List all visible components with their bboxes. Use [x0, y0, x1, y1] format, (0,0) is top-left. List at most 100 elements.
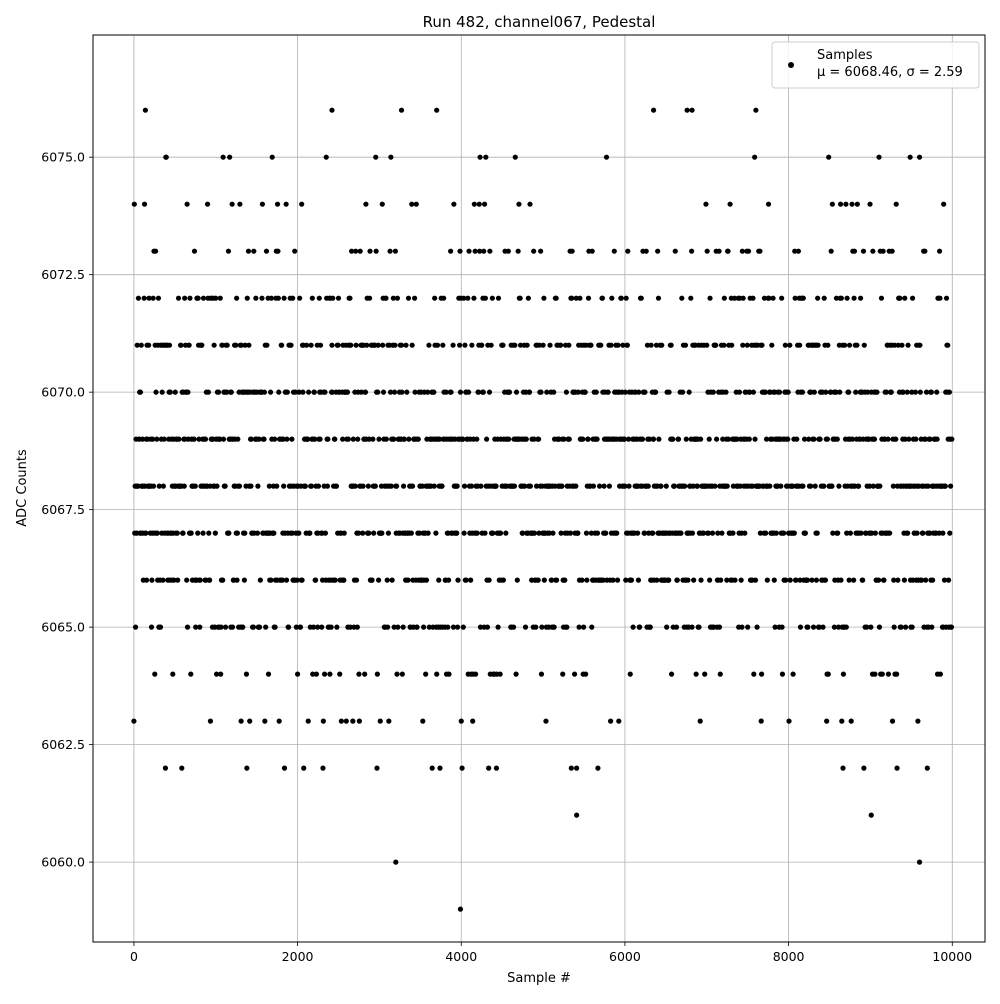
x-tick-label: 2000	[282, 949, 314, 964]
sample-point	[135, 295, 142, 301]
sample-point	[734, 436, 740, 442]
sample-point	[718, 577, 724, 583]
sample-point	[481, 248, 487, 254]
sample-point	[549, 577, 555, 583]
sample-point	[655, 248, 661, 254]
sample-point	[131, 201, 137, 207]
sample-point	[686, 389, 692, 395]
sample-point	[353, 577, 360, 583]
sample-point	[153, 248, 159, 254]
sample-point	[541, 295, 547, 301]
sample-point	[792, 295, 798, 301]
sample-point	[188, 671, 194, 677]
sample-point	[603, 530, 609, 536]
sample-point	[483, 154, 489, 160]
sample-point	[391, 436, 397, 442]
sample-point	[622, 483, 628, 489]
sample-point	[400, 483, 407, 489]
sample-point	[861, 765, 867, 771]
sample-point	[150, 295, 156, 301]
sample-point	[934, 436, 940, 442]
sample-point	[579, 577, 585, 583]
sample-point	[949, 436, 955, 442]
sample-point	[566, 342, 572, 348]
sample-point	[644, 342, 651, 348]
sample-point	[690, 483, 696, 489]
sample-point	[752, 154, 758, 160]
sample-point	[311, 389, 317, 395]
sample-point	[927, 436, 933, 442]
sample-point	[745, 624, 751, 630]
sample-point	[937, 671, 944, 677]
sample-point	[144, 577, 150, 583]
sample-point	[553, 577, 560, 583]
sample-point	[872, 530, 878, 536]
sample-point	[664, 624, 670, 630]
sample-point	[790, 483, 796, 489]
sample-point	[721, 342, 727, 348]
sample-point	[799, 389, 806, 395]
sample-point	[181, 483, 187, 489]
sample-point	[805, 624, 811, 630]
sample-point	[224, 342, 230, 348]
plot-frame	[92, 34, 986, 943]
sample-point	[419, 483, 425, 489]
sample-point	[575, 530, 581, 536]
sample-point	[833, 295, 840, 301]
sample-point	[553, 295, 559, 301]
sample-point	[824, 436, 831, 442]
sample-point	[294, 577, 300, 583]
sample-point	[791, 530, 797, 536]
sample-point	[941, 201, 947, 207]
sample-point	[781, 530, 787, 536]
legend[interactable]: Samples μ = 6068.46, σ = 2.59	[771, 41, 980, 89]
sample-point	[750, 295, 756, 301]
sample-point	[929, 624, 935, 630]
sample-point	[854, 342, 860, 348]
sample-point	[897, 295, 903, 301]
legend-box	[771, 41, 980, 89]
sample-point	[535, 436, 542, 442]
sample-point	[655, 295, 662, 301]
sample-point	[842, 342, 848, 348]
sample-point	[797, 624, 804, 630]
sample-point	[338, 718, 344, 724]
sample-point	[160, 483, 166, 489]
sample-point	[457, 389, 464, 395]
sample-point	[682, 483, 688, 489]
sample-point	[420, 718, 426, 724]
sample-point	[860, 577, 866, 583]
x-tick-label: 4000	[445, 949, 477, 964]
sample-point	[275, 295, 281, 301]
sample-point	[535, 577, 541, 583]
y-tick-label: 6072.5	[41, 267, 85, 282]
sample-point	[332, 436, 338, 442]
sample-point	[787, 342, 793, 348]
sample-point	[759, 342, 765, 348]
sample-point	[724, 577, 730, 583]
sample-point	[614, 530, 620, 536]
sample-point	[783, 577, 789, 583]
sample-point	[928, 389, 934, 395]
sample-point	[934, 389, 940, 395]
sample-point	[141, 295, 147, 301]
y-tick-label: 6067.5	[41, 502, 85, 517]
sample-point	[538, 389, 544, 395]
sample-point	[794, 436, 800, 442]
sample-point	[461, 295, 467, 301]
sample-point	[195, 295, 201, 301]
sample-point	[685, 577, 691, 583]
sample-point	[235, 436, 241, 442]
sample-point	[599, 295, 606, 301]
sample-point	[490, 530, 496, 536]
sample-point	[762, 389, 768, 395]
sample-point	[689, 107, 695, 113]
sample-point	[197, 577, 203, 583]
sample-point	[160, 577, 166, 583]
sample-point	[347, 624, 353, 630]
sample-point	[627, 671, 633, 677]
sample-point	[800, 483, 806, 489]
sample-point	[689, 624, 695, 630]
sample-point	[466, 248, 472, 254]
sample-point	[376, 436, 382, 442]
